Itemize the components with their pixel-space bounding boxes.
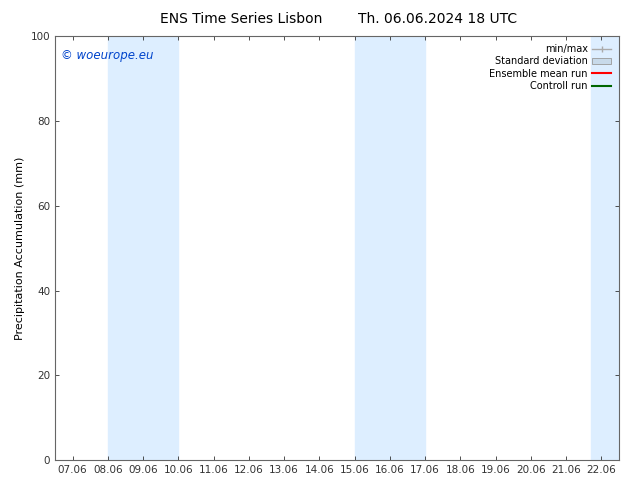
Legend: min/max, Standard deviation, Ensemble mean run, Controll run: min/max, Standard deviation, Ensemble me… bbox=[486, 41, 614, 94]
Text: Th. 06.06.2024 18 UTC: Th. 06.06.2024 18 UTC bbox=[358, 12, 517, 26]
Bar bbox=[591, 36, 619, 460]
Text: © woeurope.eu: © woeurope.eu bbox=[61, 49, 153, 62]
Bar bbox=[108, 36, 178, 460]
Bar bbox=[354, 36, 425, 460]
Y-axis label: Precipitation Accumulation (mm): Precipitation Accumulation (mm) bbox=[15, 156, 25, 340]
Text: ENS Time Series Lisbon: ENS Time Series Lisbon bbox=[160, 12, 322, 26]
